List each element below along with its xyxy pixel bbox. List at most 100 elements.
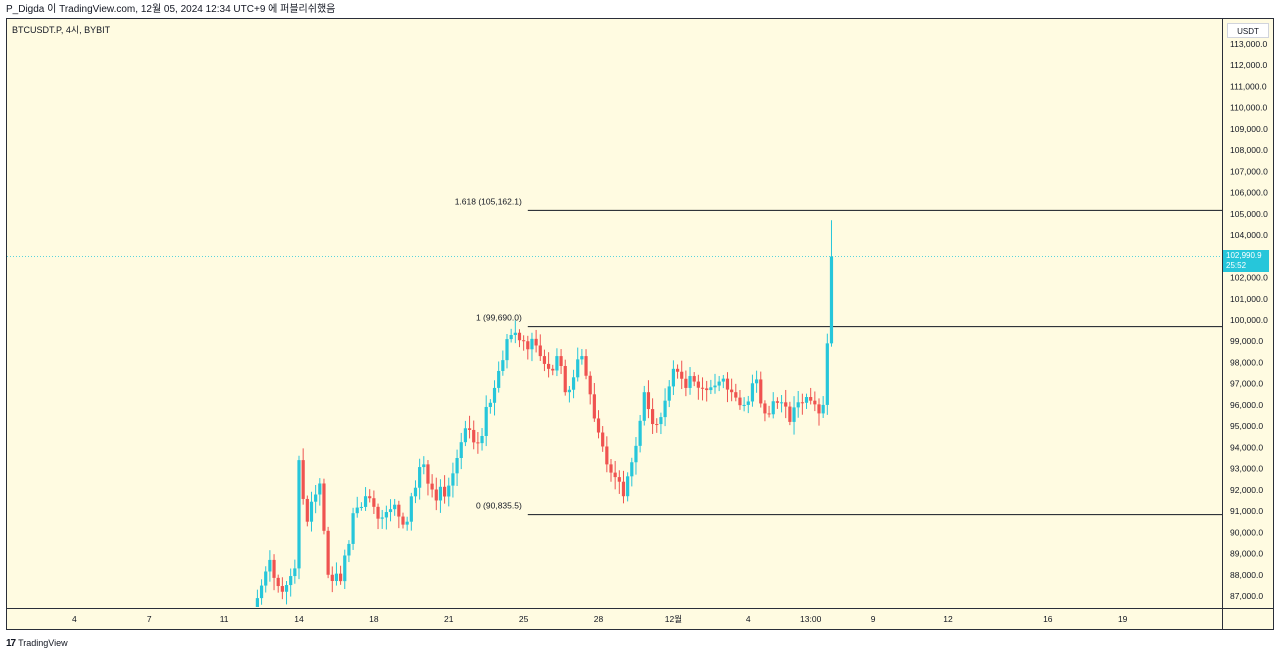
candle-body (563, 365, 567, 393)
candle-body (305, 498, 309, 522)
candle-body (559, 356, 563, 366)
last-price-tag: 102,990.9 25:52 (1223, 250, 1269, 272)
candle-body (775, 401, 779, 403)
candle-body (318, 483, 322, 495)
candle-body (663, 400, 667, 418)
candle-body (746, 401, 750, 405)
candle-body (601, 432, 605, 447)
candle-body (580, 356, 584, 360)
candle-body (418, 467, 422, 488)
candle-body (467, 428, 472, 430)
price-tick-label: 97,000.0 (1230, 379, 1263, 389)
price-tick-label: 109,000.0 (1230, 124, 1268, 134)
price-tick-label: 106,000.0 (1230, 188, 1268, 198)
candle-body (688, 376, 692, 388)
candle-body (434, 489, 438, 501)
candle-body (829, 256, 834, 344)
price-tick-label: 99,000.0 (1230, 336, 1263, 346)
candle-body (584, 356, 588, 376)
time-tick-label: 28 (594, 614, 604, 624)
attribution-header: P_Digda 이 TradingView.com, 12월 05, 2024 … (6, 4, 336, 15)
candle-body (297, 460, 301, 569)
candle-body (555, 356, 559, 371)
candle-body (301, 460, 305, 499)
candle-body (571, 377, 576, 390)
candle-body (551, 368, 555, 371)
fib-level-label: 1.618 (105,162.1) (455, 196, 522, 206)
candle-body (517, 332, 522, 341)
candle-body (813, 400, 817, 405)
price-tick-label: 91,000.0 (1230, 506, 1263, 516)
candle-body (409, 496, 413, 522)
candle-body (684, 378, 688, 388)
candle-body (659, 417, 663, 425)
price-tick-label: 111,000.0 (1230, 81, 1267, 91)
candle-body (804, 397, 809, 403)
candle-body (692, 376, 696, 382)
candle-body (264, 571, 268, 586)
time-tick-label: 9 (871, 614, 876, 624)
price-tick-label: 113,000.0 (1230, 39, 1267, 49)
candle-body (526, 341, 530, 350)
candle-body (372, 498, 376, 507)
footer: 17 TradingView (6, 636, 68, 650)
candle-body (667, 386, 671, 401)
currency-selector[interactable]: USDT (1227, 23, 1269, 38)
price-tick-label: 92,000.0 (1230, 485, 1263, 495)
time-tick-label: 16 (1043, 614, 1053, 624)
time-tick-label: 4 (72, 614, 77, 624)
candle-body (376, 506, 380, 519)
candle-body (725, 378, 730, 390)
time-tick-label: 25 (519, 614, 529, 624)
price-tick-label: 105,000.0 (1230, 209, 1268, 219)
candle-body (459, 442, 463, 458)
time-tick-label: 12 (943, 614, 953, 624)
candle-body (755, 379, 759, 384)
candle-body (422, 464, 426, 468)
candle-body (750, 383, 755, 402)
candle-body (809, 397, 813, 401)
candle-body (426, 464, 430, 484)
candle-body (626, 476, 630, 497)
candle-body (447, 485, 451, 497)
candle-body (284, 585, 289, 592)
candle-body (330, 574, 334, 582)
time-tick-label: 21 (444, 614, 454, 624)
candle-body (509, 335, 513, 340)
candle-body (821, 404, 825, 414)
candle-body (734, 392, 738, 398)
candle-body (401, 516, 405, 525)
candle-body (451, 473, 455, 486)
price-tick-label: 101,000.0 (1230, 294, 1268, 304)
candle-body (763, 403, 767, 414)
tradingview-logo-icon: 17 (6, 637, 16, 649)
candle-body (696, 381, 700, 388)
price-tick-label: 112,000.0 (1230, 60, 1267, 70)
candle-body (501, 360, 505, 371)
candle-body (476, 442, 480, 444)
candle-body (771, 401, 775, 415)
candle-body (680, 371, 684, 379)
candle-body (368, 496, 372, 499)
candle-body (438, 486, 443, 501)
chart-pane[interactable] (6, 18, 1274, 630)
candle-body (484, 406, 488, 436)
candle-body (443, 486, 447, 497)
candle-body (717, 381, 721, 386)
candle-body (351, 513, 355, 544)
price-tick-label: 98,000.0 (1230, 357, 1263, 367)
candle-body (413, 487, 418, 497)
candle-body (334, 573, 339, 582)
time-tick-label: 11 (220, 614, 229, 624)
candle-body (700, 387, 705, 389)
candle-body (522, 340, 526, 342)
time-scale-border (6, 608, 1274, 609)
candle-body (355, 507, 359, 514)
candle-body (293, 568, 297, 577)
candle-body (817, 404, 821, 414)
symbol-label[interactable]: BTCUSDT.P, 4시, BYBIT (12, 25, 111, 35)
candle-body (480, 435, 484, 444)
candle-body (547, 363, 551, 369)
candle-body (393, 504, 397, 510)
